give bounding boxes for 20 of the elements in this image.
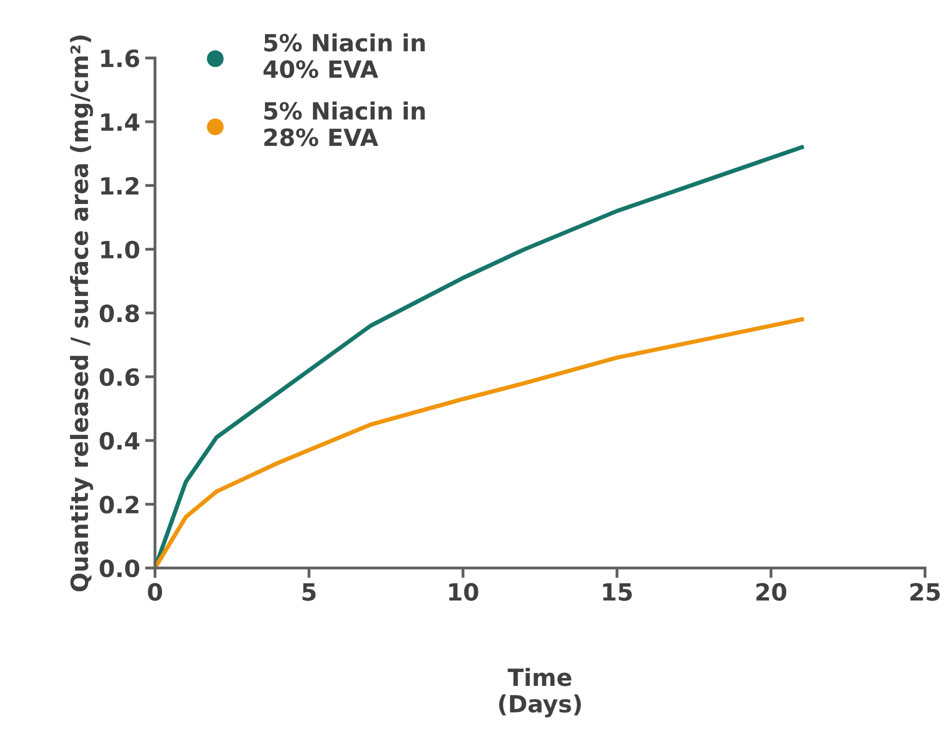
x-tick-label: 25	[910, 583, 940, 601]
line-series	[155, 317, 804, 568]
x-axis-title: Time (Days)	[499, 668, 581, 718]
y-tick-label: 1.6	[101, 49, 140, 68]
y-axis-title: Quantity released / surface area (mg/cm²)	[70, 36, 94, 592]
x-tick-label: 20	[756, 583, 786, 601]
y-tick-label: 0.4	[100, 432, 140, 450]
y-tick-label: 0.8	[100, 304, 139, 322]
x-tick-label: 15	[603, 583, 632, 601]
legend-label: 5% Niacin in 28% EVA	[264, 102, 425, 146]
legend-label: 5% Niacin in 40% EVA	[264, 33, 425, 78]
y-tick-label: 1.4	[101, 114, 140, 131]
y-tick-label: 1.0	[101, 240, 140, 259]
x-tick-label: 5	[302, 583, 316, 601]
x-tick-label: 10	[449, 583, 478, 601]
y-tick-label: 0.0	[100, 559, 140, 578]
y-tick-label: 0.2	[100, 496, 138, 514]
x-tick-label: 0	[148, 583, 162, 601]
y-tick-label: 0.6	[100, 368, 140, 386]
y-tick-label: 1.2	[101, 176, 138, 194]
